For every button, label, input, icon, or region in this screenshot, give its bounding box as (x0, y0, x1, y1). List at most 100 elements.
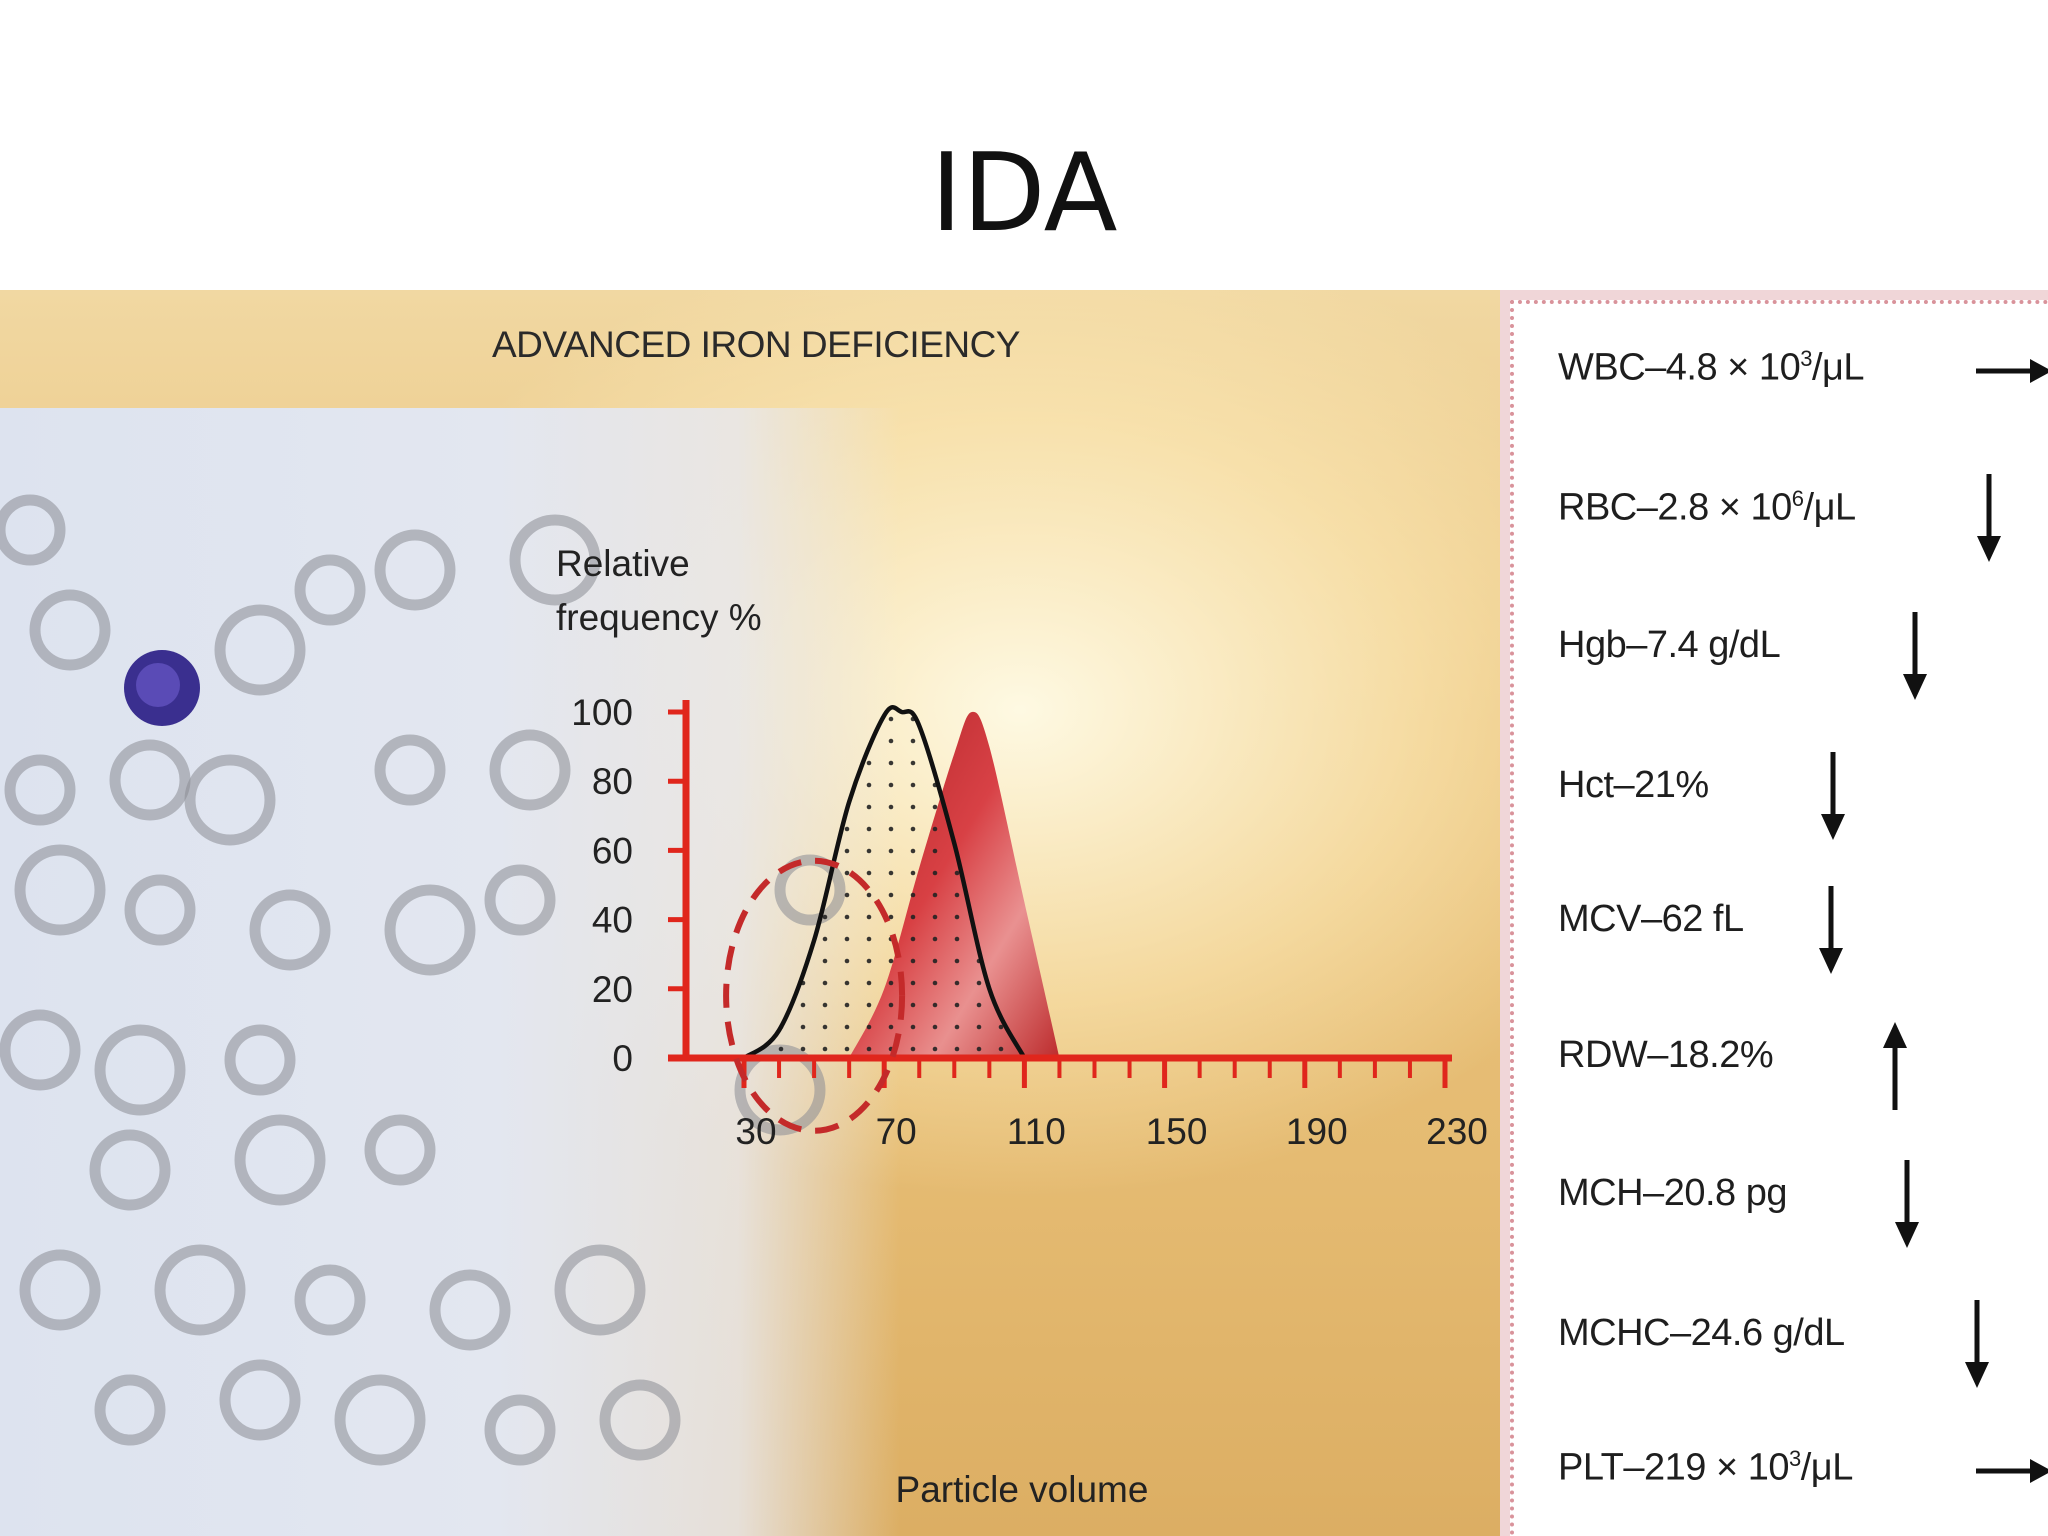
lab-name: MCH (1558, 1172, 1644, 1214)
y-tick-label-40: 40 (592, 900, 633, 941)
arrow-right-icon (1976, 1459, 2048, 1483)
arrow-down-icon (1977, 474, 2001, 562)
lab-separator: – (1626, 624, 1647, 666)
red-blood-cell (294, 1264, 366, 1336)
arrow-down-icon (1821, 752, 1845, 840)
red-blood-cell (484, 864, 556, 936)
iron-deficiency-figure: ADVANCED IRON DEFICIENCY 0 20 40 60 80 100 30 7… (0, 290, 1500, 1536)
lab-exponent: 3 (1789, 1446, 1801, 1471)
red-blood-cell (294, 554, 366, 626)
lab-name: RBC (1558, 486, 1637, 529)
red-blood-cell (384, 884, 476, 976)
arrow-right-icon (1976, 359, 2048, 383)
lab-unit: /μL (1803, 486, 1857, 529)
red-blood-cell (234, 1114, 326, 1206)
lab-unit: /μL (1811, 346, 1865, 389)
y-axis-label: Relative (556, 543, 690, 584)
lab-separator: – (1636, 486, 1658, 529)
red-blood-cell (489, 729, 571, 811)
red-blood-cell (484, 1394, 556, 1466)
lab-exponent: 6 (1791, 486, 1804, 511)
x-axis-label: Particle volume (896, 1469, 1149, 1510)
arrow-down-icon (1895, 1160, 1919, 1248)
lab-separator: – (1643, 1172, 1664, 1214)
red-blood-cell (94, 1024, 186, 1116)
red-blood-cell (554, 1244, 646, 1336)
lab-name: PLT (1558, 1446, 1624, 1489)
red-blood-cell (509, 514, 601, 606)
x-tick-label-150: 150 (1146, 1111, 1208, 1152)
lab-separator: – (1640, 898, 1662, 940)
lab-value: 62 fL (1661, 898, 1745, 940)
x-tick-label-70: 70 (876, 1111, 917, 1152)
red-blood-cell (374, 529, 456, 611)
y-tick-label-80: 80 (592, 761, 633, 802)
red-blood-cell (219, 1359, 301, 1441)
x-tick-label-30: 30 (735, 1111, 776, 1152)
red-blood-cell (124, 874, 196, 946)
arrow-down-icon (1903, 612, 1927, 700)
lab-hct: Hct–21% (1558, 764, 1709, 807)
red-blood-cell (374, 734, 446, 806)
red-blood-cell (109, 739, 191, 821)
red-blood-cell (364, 1114, 436, 1186)
lab-plt: PLT–219 × 103/μL (1558, 1446, 1853, 1490)
y-axis-label-line2: frequency % (556, 597, 762, 638)
lab-value: 18.2% (1667, 1034, 1774, 1076)
red-blood-cell (4, 754, 76, 826)
lab-name: RDW (1558, 1034, 1648, 1076)
red-blood-cell (334, 1374, 426, 1466)
lab-value: 20.8 pg (1663, 1172, 1788, 1214)
red-blood-cell (429, 1269, 511, 1351)
histogram-chart: 0 20 40 60 80 100 30 70 110 150 190 230 Relative freq… (0, 494, 1488, 1510)
lab-values-list: WBC–4.8 × 103/μL RBC–2.8 × 106/μL Hgb–7.4 … (1510, 300, 2048, 1536)
red-blood-cell (89, 1129, 171, 1211)
lab-name: Hgb (1558, 624, 1627, 666)
plot-area: 0 20 40 60 80 100 30 70 110 150 190 230 Relative freq… (556, 543, 1488, 1510)
lab-mchc: MCHC–24.6 g/dL (1558, 1312, 1845, 1355)
lab-value: 7.4 g/dL (1646, 624, 1781, 666)
lab-wbc: WBC–4.8 × 103/μL (1558, 346, 1865, 390)
lab-value: 219 × 10 (1644, 1446, 1789, 1489)
red-blood-cell (14, 844, 106, 936)
lab-name: MCV (1558, 898, 1641, 940)
ida-distribution-fill (744, 707, 1025, 1058)
slide-title: IDA (930, 131, 1118, 256)
arrow-down-icon (1965, 1300, 1989, 1388)
blood-smear-background (0, 408, 900, 1536)
lab-separator: – (1669, 1312, 1691, 1354)
figure-heading: ADVANCED IRON DEFICIENCY (492, 324, 1021, 365)
lab-mcv: MCV–62 fL (1558, 898, 1744, 941)
lab-separator: – (1623, 1446, 1645, 1489)
lab-separator: – (1645, 346, 1666, 389)
y-tick-label-60: 60 (592, 830, 633, 871)
ida-distribution-curve (742, 705, 1027, 1060)
lymphocyte-nucleus (136, 663, 180, 707)
cell-decoration-layer (0, 494, 846, 1466)
y-tick-label-100: 100 (571, 692, 633, 733)
lab-value: 4.8 × 10 (1665, 346, 1801, 389)
lab-values-panel: WBC–4.8 × 103/μL RBC–2.8 × 106/μL Hgb–7.4 … (1500, 290, 2048, 1536)
arrow-up-icon (1883, 1022, 1907, 1110)
lab-hgb: Hgb–7.4 g/dL (1558, 624, 1781, 667)
red-blood-cell (214, 604, 306, 696)
lab-name: Hct (1558, 764, 1614, 806)
y-tick-label-20: 20 (592, 969, 633, 1010)
lab-value: 24.6 g/dL (1690, 1312, 1845, 1354)
red-blood-cell (0, 494, 66, 566)
arrow-down-icon (1819, 886, 1843, 974)
red-blood-cell (94, 1374, 166, 1446)
red-blood-cell (29, 589, 111, 671)
lab-separator: – (1613, 764, 1635, 806)
lab-mch: MCH–20.8 pg (1558, 1172, 1787, 1215)
red-blood-cell (249, 889, 331, 971)
x-tick-label-190: 190 (1286, 1111, 1348, 1152)
lab-value: 21% (1634, 764, 1709, 806)
microcytic-region-circle (723, 857, 906, 1134)
red-blood-cell (184, 754, 276, 846)
lab-value: 2.8 × 10 (1657, 486, 1792, 529)
red-blood-cell (599, 1379, 681, 1461)
red-blood-cell (224, 1024, 296, 1096)
lab-rdw: RDW–18.2% (1558, 1034, 1774, 1077)
lab-rbc: RBC–2.8 × 106/μL (1558, 486, 1856, 530)
